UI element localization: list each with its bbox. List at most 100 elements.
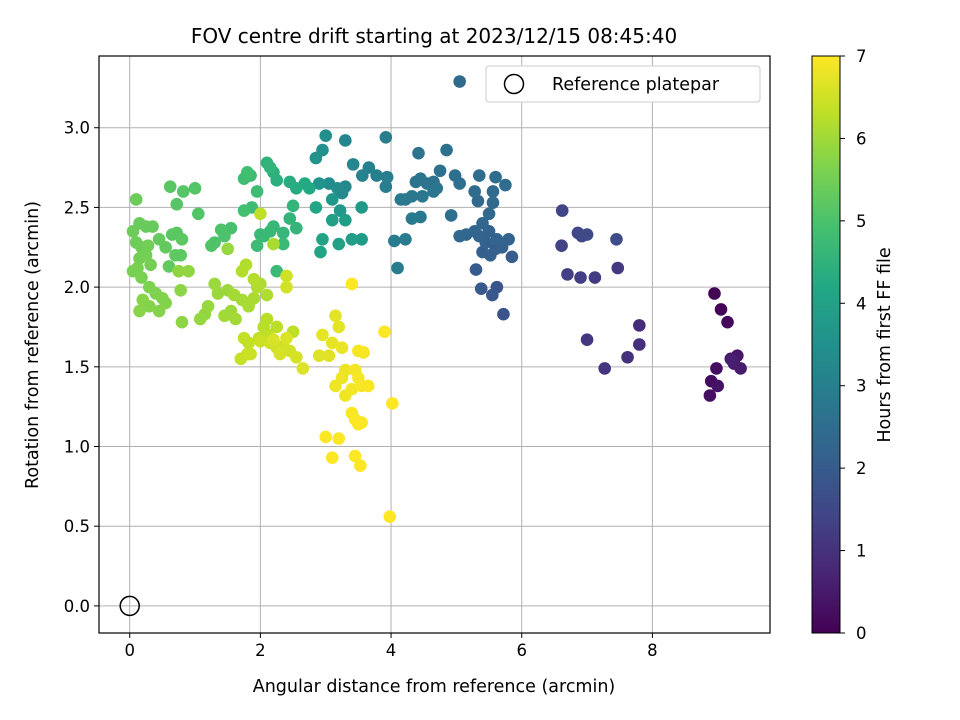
data-point: [621, 350, 634, 364]
data-point: [309, 201, 323, 214]
data-point: [399, 233, 412, 246]
data-point: [133, 304, 146, 318]
data-point: [734, 362, 747, 375]
x-axis-label: Angular distance from reference (arcmin): [253, 677, 616, 697]
data-point: [574, 271, 587, 284]
data-point: [136, 293, 150, 307]
data-point: [561, 268, 574, 281]
data-point: [332, 237, 346, 251]
data-point: [339, 213, 352, 227]
data-point: [502, 233, 515, 246]
data-point: [162, 260, 176, 273]
data-point: [139, 248, 153, 262]
data-point: [312, 349, 326, 362]
colorbar-gradient: [811, 55, 841, 634]
data-point: [267, 333, 280, 347]
data-point: [333, 204, 347, 217]
colorbar-tick-label: 0: [856, 624, 867, 643]
data-point: [201, 299, 215, 313]
reference-marker: [119, 595, 140, 617]
data-point: [505, 250, 519, 264]
data-point: [339, 134, 352, 147]
data-point: [309, 151, 323, 165]
data-point: [633, 338, 646, 351]
x-tick-label: 2: [255, 641, 266, 660]
data-point: [239, 258, 253, 272]
data-point: [361, 379, 375, 393]
data-point: [721, 315, 734, 329]
data-point: [370, 169, 383, 182]
data-point: [165, 228, 179, 241]
data-point: [355, 201, 368, 214]
y-tick-label: 2.5: [64, 198, 90, 217]
colorbar-tick-label: 3: [856, 377, 867, 396]
data-point: [409, 175, 423, 189]
legend-reference-marker: [503, 73, 525, 95]
data-point: [474, 282, 488, 296]
data-point: [325, 336, 339, 350]
y-tick-label: 2.0: [64, 278, 90, 297]
data-point: [237, 331, 251, 345]
data-point: [335, 341, 349, 354]
y-axis-label: Rotation from reference (arcmin): [23, 201, 43, 489]
data-point: [273, 347, 287, 361]
data-point: [325, 213, 339, 227]
legend-entry-reference: Reference platepar: [552, 75, 720, 95]
colorbar-label: Hours from first FF file: [875, 247, 895, 442]
data-point: [345, 382, 359, 396]
data-point: [322, 177, 336, 190]
data-point: [250, 239, 264, 252]
data-point: [254, 228, 267, 241]
data-point: [555, 204, 569, 217]
data-point: [221, 242, 235, 256]
data-point: [182, 264, 195, 278]
data-point: [316, 328, 329, 342]
data-point: [448, 169, 462, 182]
data-point: [345, 277, 359, 291]
data-point: [714, 303, 728, 316]
data-point: [270, 264, 284, 278]
data-point: [499, 178, 512, 192]
data-point: [440, 143, 453, 157]
data-point: [290, 221, 303, 235]
data-point: [329, 309, 342, 323]
data-point: [270, 320, 284, 334]
y-axis: 0.0 0.5 1.0 1.5 2.0 2.5 3.0: [64, 119, 99, 616]
data-point: [391, 261, 404, 275]
data-point: [214, 223, 228, 237]
data-point: [205, 239, 218, 252]
data-point: [296, 362, 310, 375]
data-point: [141, 239, 155, 252]
data-point: [325, 193, 339, 206]
data-point: [725, 354, 739, 367]
data-point: [357, 346, 370, 359]
data-point: [427, 185, 440, 198]
data-point: [394, 193, 408, 206]
data-point: [175, 315, 189, 329]
data-point: [355, 233, 368, 246]
data-point: [263, 161, 277, 174]
data-point: [332, 320, 346, 334]
data-point: [316, 233, 329, 246]
data-point: [379, 180, 393, 194]
data-point: [453, 75, 466, 88]
data-point: [319, 430, 333, 444]
data-point: [453, 229, 466, 243]
data-point: [710, 362, 723, 375]
legend-box: [485, 65, 761, 103]
data-point: [588, 271, 602, 284]
data-point: [152, 304, 166, 318]
data-point: [325, 451, 339, 464]
data-point: [193, 312, 207, 326]
data-point: [244, 347, 257, 361]
data-point: [476, 217, 489, 230]
y-tick-label: 1.0: [64, 438, 90, 457]
data-point: [486, 196, 500, 209]
data-point: [163, 180, 177, 194]
data-point: [383, 510, 397, 523]
data-point: [188, 181, 202, 195]
data-point: [476, 245, 489, 259]
data-point: [332, 432, 346, 445]
data-point: [208, 277, 221, 291]
